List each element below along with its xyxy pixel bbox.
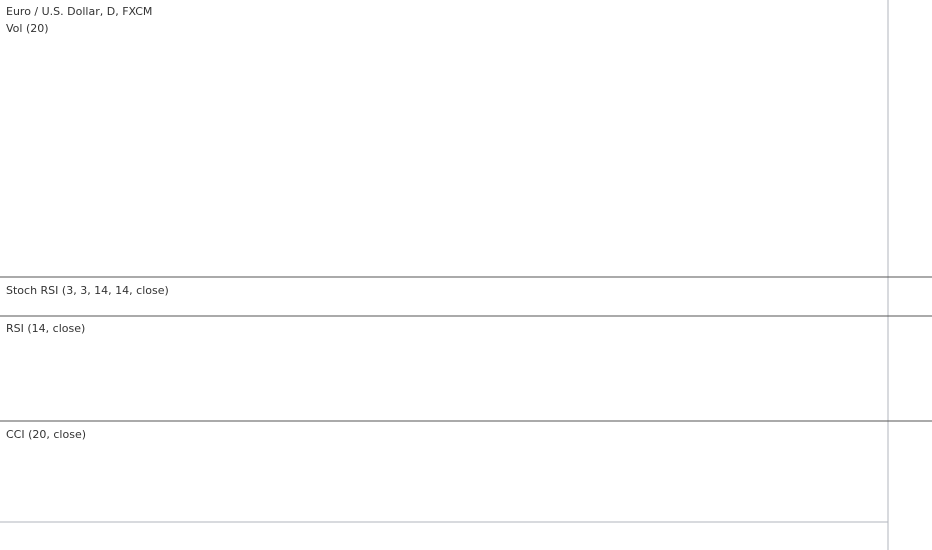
pane-title: RSI (14, close) — [6, 322, 85, 335]
chart-title: Euro / U.S. Dollar, D, FXCM — [6, 5, 152, 18]
pane-title: Stoch RSI (3, 3, 14, 14, close) — [6, 284, 169, 297]
pane-title: CCI (20, close) — [6, 428, 86, 441]
volume-title: Vol (20) — [6, 22, 49, 35]
